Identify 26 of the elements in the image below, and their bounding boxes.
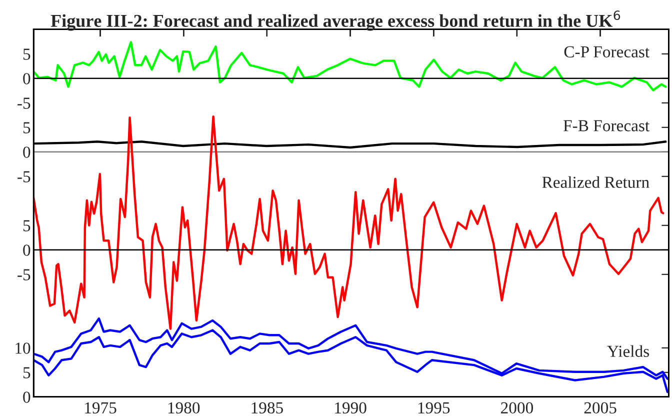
y-tick-label: 0 <box>23 73 30 84</box>
chart-title: Figure III-2: Forecast and realized average excess bond return in the UK$^{6}$ <box>50 10 620 31</box>
line-series <box>34 116 664 330</box>
x-tick-label: 1975 <box>85 402 116 414</box>
y-tick-label: 0 <box>23 244 30 256</box>
y-tick-label: 0 <box>23 392 30 403</box>
annotation: Yields <box>607 345 649 357</box>
line-series <box>34 41 667 92</box>
y-tick-label: 5 <box>23 367 30 378</box>
y-tick-label: 0 <box>23 146 30 158</box>
y-tick-label: -5 <box>18 171 30 182</box>
x-tick-label: 1995 <box>418 402 450 414</box>
y-tick-label: -5 <box>18 269 30 280</box>
y-tick-label: -5 <box>18 98 30 109</box>
y-tick-label: 5 <box>23 220 30 232</box>
y-tick-label: 10 <box>16 342 30 354</box>
x-tick-label: 1990 <box>335 402 366 414</box>
x-tick-label: 1985 <box>252 402 283 414</box>
x-tick-label: 1980 <box>168 402 200 414</box>
x-tick-label: 2000 <box>501 402 533 414</box>
series-label: Realized Return <box>542 176 650 188</box>
y-tick-label: 5 <box>23 48 30 60</box>
series-label: C-P Forecast <box>564 46 650 58</box>
series-label: F-B Forecast <box>564 120 650 132</box>
y-tick-label: 5 <box>23 122 30 134</box>
x-tick-label: 2005 <box>584 402 616 414</box>
